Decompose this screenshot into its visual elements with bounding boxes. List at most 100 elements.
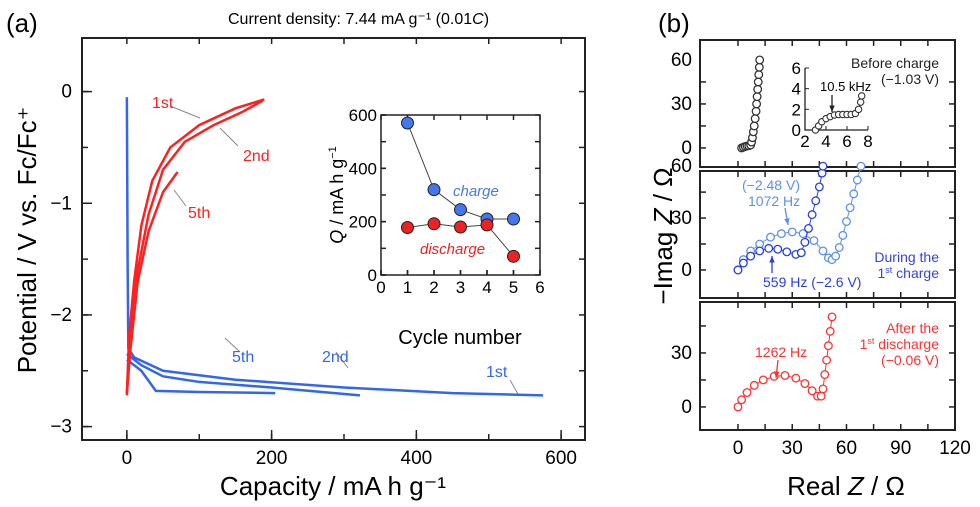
x-tick-label: 400 xyxy=(401,448,433,469)
eis-middle-1-point xyxy=(811,196,821,206)
eis-top-point xyxy=(754,70,764,80)
eis-bottom-point xyxy=(800,379,810,389)
b-top-y-tick-label: 30 xyxy=(671,94,692,115)
plot-frame-a xyxy=(81,37,586,441)
eis-middle-1-point xyxy=(773,244,783,254)
eis-top-point xyxy=(753,77,763,87)
eis-bottom-point xyxy=(749,380,759,390)
label-leader xyxy=(335,351,349,369)
panel-label-b: (b) xyxy=(658,8,690,38)
inset-x-tick-label: 0 xyxy=(376,278,385,297)
inset-b-point xyxy=(856,98,865,106)
inset-x-tick-label: 4 xyxy=(482,278,491,297)
label-during-charge-2: 1st charge xyxy=(877,265,939,281)
eis-middle-0-point xyxy=(842,217,851,226)
plot-frame-b-bottom xyxy=(699,301,956,431)
b-x-tick-label: 60 xyxy=(836,438,857,459)
inset-b-annotation: 10.5 kHz xyxy=(820,79,871,94)
curve-discharge-5th xyxy=(126,358,276,395)
arrow-1262hz-head xyxy=(774,371,780,378)
eis-middle-0-point xyxy=(845,203,855,213)
eis-bottom-point xyxy=(827,312,837,322)
eis-middle-0-point xyxy=(852,175,862,185)
inset-b-x-tick-label: 4 xyxy=(821,132,830,151)
eis-middle-1-point xyxy=(733,265,743,275)
eis-top-point xyxy=(750,114,760,124)
eis-bottom-point xyxy=(822,355,832,365)
label-1072hz: 1072 Hz xyxy=(748,193,800,209)
inset-b-y-tick-label: 2 xyxy=(792,100,801,119)
label-leader xyxy=(173,189,187,207)
label-discharge-5th: 5th xyxy=(232,349,254,366)
eis-middle-1-point xyxy=(800,237,810,247)
b-middle-y-tick-label: 60 xyxy=(671,156,692,177)
b-x-tick-label: 0 xyxy=(733,438,744,459)
eis-middle-0-point xyxy=(856,161,866,171)
eis-middle-1-point xyxy=(807,210,817,220)
inset-b-point xyxy=(857,92,866,100)
label-leader xyxy=(509,379,519,395)
inset-point-discharge xyxy=(454,220,467,234)
inset-x-tick-label: 5 xyxy=(509,278,518,297)
b-x-tick-label: 120 xyxy=(939,438,971,459)
y-tick-label: −3 xyxy=(50,417,72,438)
eis-bottom-point xyxy=(823,341,833,351)
inset-b-x-tick-label: 6 xyxy=(842,132,851,151)
label-after-discharge-2: 1st discharge xyxy=(860,336,940,352)
eis-top-point xyxy=(752,92,762,102)
eis-middle-0-point xyxy=(787,227,797,237)
x-tick-label: 600 xyxy=(545,448,577,469)
inset-point-discharge xyxy=(427,217,441,231)
curve-discharge-2nd xyxy=(126,353,361,397)
inset-y-tick-label: 400 xyxy=(349,159,377,178)
inset-point-charge xyxy=(454,203,467,217)
eis-bottom-point xyxy=(820,370,830,380)
y-tick-label: −1 xyxy=(50,193,72,214)
label-charge-1st: 1st xyxy=(152,95,174,112)
curve-discharge-1st xyxy=(125,97,544,397)
eis-top-point xyxy=(754,62,764,72)
eis-middle-0-point xyxy=(766,232,775,242)
eis-middle-1-point xyxy=(804,223,813,233)
eis-middle-1-point xyxy=(818,161,828,171)
label-charge-5th: 5th xyxy=(188,205,210,222)
eis-middle-0-point xyxy=(849,189,859,199)
eis-middle-0-point xyxy=(818,246,828,256)
b-x-tick-label: 90 xyxy=(890,438,911,459)
curve-charge-5th xyxy=(125,171,179,394)
arrow-1072hz-head xyxy=(784,218,790,225)
label-559hz: 559 Hz (−2.6 V) xyxy=(763,274,861,290)
x-tick-label: 0 xyxy=(122,448,133,469)
y-axis-label-a: Potential / V vs. Fc/Fc⁺ xyxy=(12,107,42,374)
eis-top-point xyxy=(749,121,759,131)
eis-middle-1-point xyxy=(782,247,792,257)
inset-legend-discharge: discharge xyxy=(420,241,485,258)
inset-b-point xyxy=(854,105,863,114)
eis-bottom-point xyxy=(816,391,826,401)
y-tick-label: −2 xyxy=(50,305,72,326)
label-during-charge: During the xyxy=(874,249,939,265)
eis-middle-1-point xyxy=(796,248,806,258)
inset-x-tick-label: 1 xyxy=(403,278,412,297)
inset-point-charge xyxy=(401,116,414,130)
b-top-y-tick-label: 60 xyxy=(671,50,692,71)
eis-bottom-point xyxy=(818,384,828,394)
b-middle-y-tick-label: 0 xyxy=(681,260,692,281)
inset-x-tick-label: 2 xyxy=(429,278,438,297)
inset-b-y-tick-label: 6 xyxy=(792,59,801,78)
eis-bottom-point xyxy=(742,388,752,398)
inset-point-charge xyxy=(507,212,520,226)
arrow-10-5khz-head xyxy=(829,105,835,112)
b-middle-y-tick-label: 30 xyxy=(671,208,692,229)
x-axis-label-b: Real Z / Ω xyxy=(787,471,905,501)
inset-x-tick-label: 3 xyxy=(456,278,465,297)
eis-middle-0-point xyxy=(834,243,844,252)
inset-y-tick-label: 0 xyxy=(368,266,377,285)
label-leader xyxy=(224,337,241,353)
eis-bottom-point xyxy=(733,402,743,412)
inset-point-charge xyxy=(427,183,441,197)
inset-b-y-tick-label: 0 xyxy=(792,121,801,140)
inset-y-tick-label: 600 xyxy=(349,106,377,125)
